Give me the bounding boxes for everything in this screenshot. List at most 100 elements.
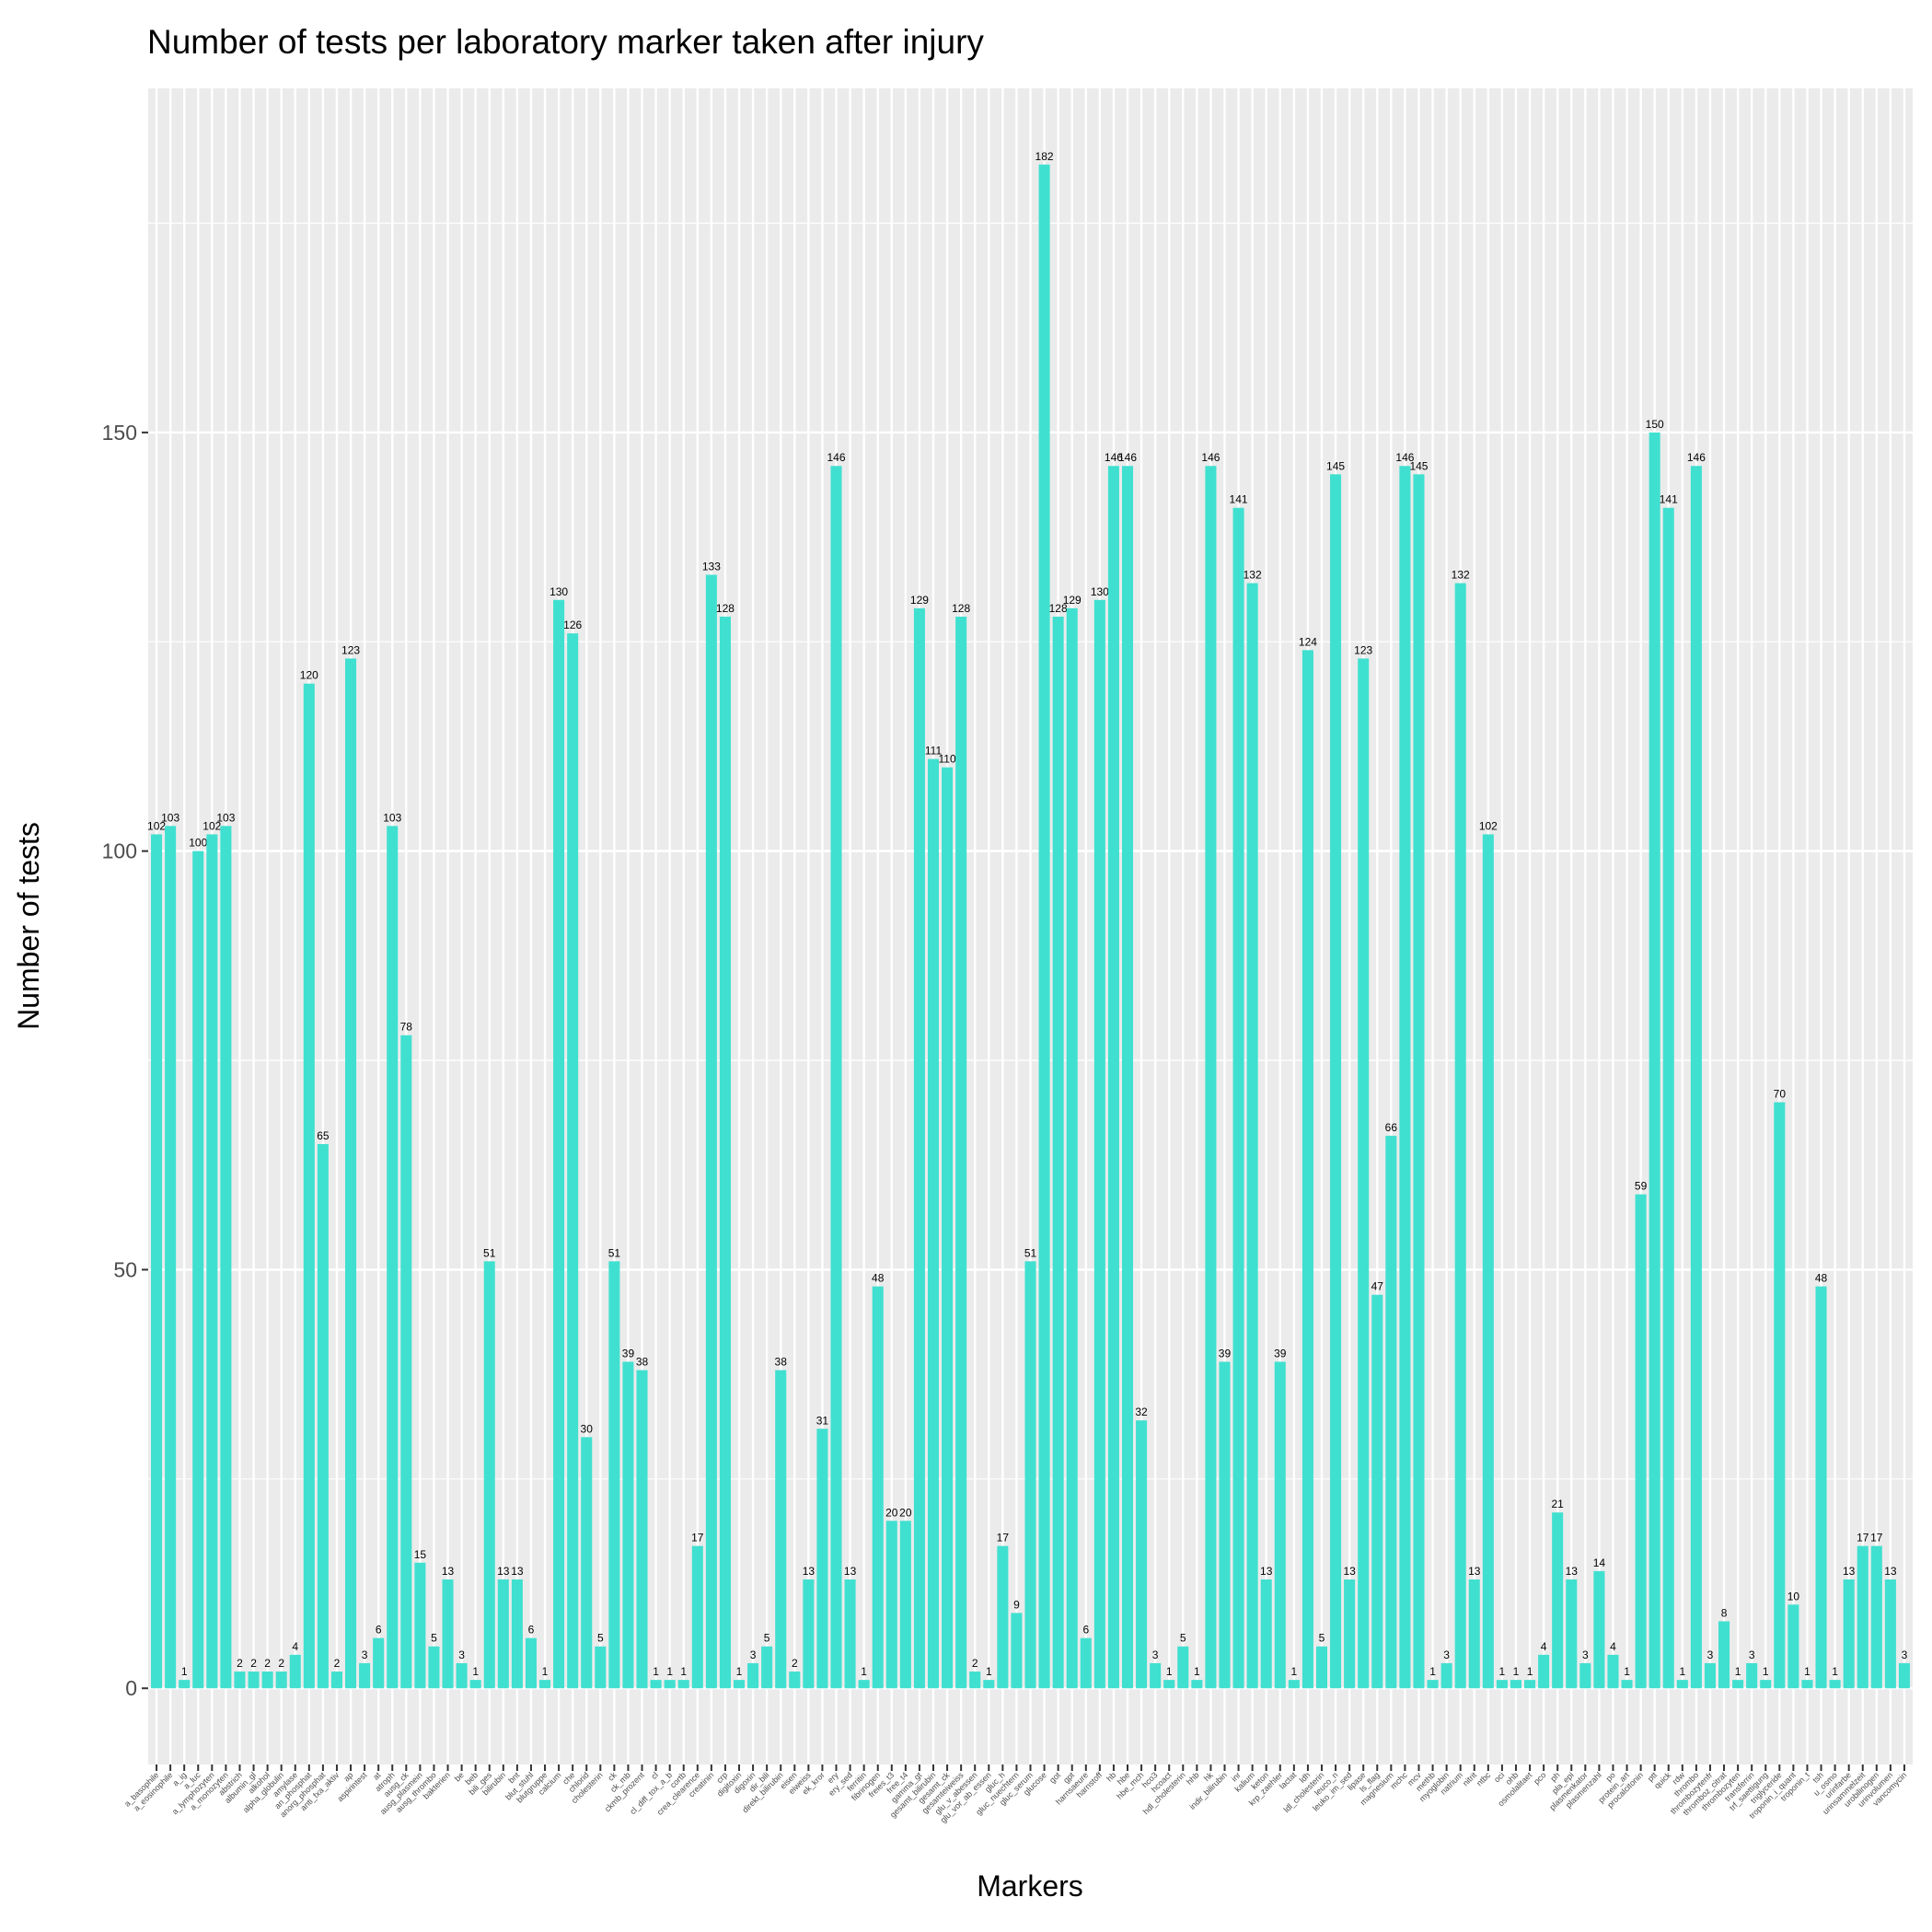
value-label: 146 [1201,451,1220,464]
value-label: 15 [414,1548,427,1561]
bar [1649,432,1660,1689]
value-label: 5 [431,1632,437,1645]
bar [1232,507,1244,1689]
bar [1579,1662,1591,1689]
bar [1690,466,1702,1689]
value-label: 9 [1013,1598,1020,1611]
bar [456,1662,468,1689]
value-label: 3 [362,1649,368,1661]
value-label: 146 [827,451,845,464]
bar [705,574,717,1689]
value-label: 13 [1566,1565,1579,1578]
value-label: 1 [1291,1665,1298,1678]
bar [1607,1654,1619,1689]
chart-title: Number of tests per laboratory marker ta… [147,23,984,61]
bar [775,1370,787,1689]
bar [1454,583,1466,1689]
value-label: 13 [1884,1565,1897,1578]
value-label: 6 [376,1624,382,1637]
bar [636,1370,648,1689]
y-axis-label: Number of tests [12,822,45,1030]
value-label: 145 [1409,459,1428,472]
bar [955,616,967,1689]
bar [151,834,163,1689]
bar [733,1680,746,1689]
value-label: 1 [986,1665,992,1678]
bar [165,826,177,1689]
value-label: 2 [972,1657,978,1670]
bar [1468,1579,1480,1689]
value-label: 3 [1582,1649,1589,1661]
bar [1136,1420,1148,1689]
value-label: 1 [653,1665,659,1678]
x-tick-label: cl [649,1770,660,1781]
bar [567,633,579,1689]
value-label: 13 [497,1565,510,1578]
value-label: 1 [181,1665,188,1678]
value-label: 13 [511,1565,524,1578]
value-label: 103 [161,811,179,824]
value-label: 1 [1763,1665,1769,1678]
value-label: 17 [691,1532,704,1544]
bar [1857,1545,1868,1689]
value-label: 100 [189,837,207,850]
bar [858,1680,870,1689]
value-label: 128 [952,602,970,615]
value-label: 8 [1721,1606,1728,1619]
value-label: 2 [278,1657,284,1670]
value-label: 3 [1707,1649,1714,1661]
x-tick-label: hhb [1185,1770,1201,1787]
value-label: 31 [816,1414,829,1427]
bar [179,1680,191,1689]
bar [317,1143,329,1689]
bar [927,758,940,1689]
value-label: 130 [1091,585,1109,598]
value-label: 78 [400,1021,413,1034]
bar [261,1672,273,1689]
bar [330,1672,342,1689]
value-label: 5 [1319,1632,1325,1645]
bar [969,1672,981,1689]
value-label: 47 [1371,1280,1384,1293]
bar [1440,1662,1452,1689]
bar [1150,1662,1162,1689]
value-label: 2 [792,1657,798,1670]
value-label: 48 [872,1272,885,1285]
bar [248,1672,260,1689]
value-label: 48 [1815,1272,1828,1285]
bar [1080,1637,1092,1689]
bar [289,1654,301,1689]
value-label: 123 [1354,643,1372,656]
bar [1107,466,1119,1689]
bar [1205,466,1217,1689]
value-label: 17 [997,1532,1010,1544]
bar [1635,1194,1647,1689]
y-tick-label: 0 [125,1676,137,1700]
bar [1496,1680,1508,1689]
value-label: 132 [1244,569,1262,582]
bar [1399,466,1411,1689]
value-label: 3 [1749,1649,1755,1661]
y-tick-label: 50 [113,1257,137,1281]
bar [192,850,204,1689]
value-label: 150 [1646,418,1664,431]
value-label: 65 [317,1129,330,1142]
value-label: 39 [1274,1347,1287,1359]
bar [1552,1512,1564,1689]
value-label: 3 [1902,1649,1908,1661]
value-label: 141 [1660,493,1678,506]
bar [1330,474,1342,1689]
value-label: 13 [844,1565,857,1578]
bar [1815,1286,1827,1689]
bar [983,1680,995,1689]
value-label: 130 [550,585,568,598]
value-label: 70 [1774,1088,1787,1101]
value-label: 3 [750,1649,757,1661]
bar [359,1662,371,1689]
value-label: 5 [1180,1632,1186,1645]
value-label: 1 [736,1665,743,1678]
value-label: 146 [1395,451,1414,464]
value-label: 13 [1343,1565,1356,1578]
value-label: 146 [1687,451,1706,464]
